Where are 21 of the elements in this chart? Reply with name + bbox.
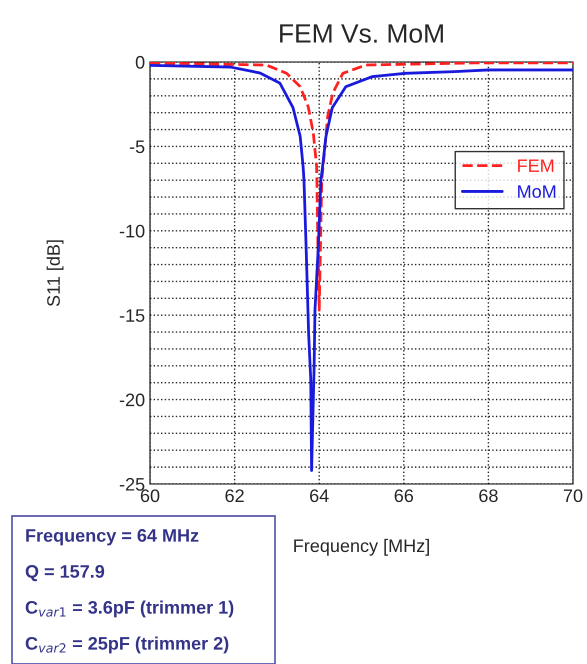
chart-title: FEM Vs. MoM xyxy=(280,24,443,43)
x-axis-title: Frequency [MHz] xyxy=(294,538,429,556)
x-tick-label: 70 xyxy=(564,489,582,502)
x-tick-label: 64 xyxy=(310,489,329,502)
legend-label: FEM xyxy=(518,159,554,172)
y-tick-label: -20 xyxy=(120,394,144,406)
y-tick-label: -5 xyxy=(130,140,144,154)
y-axis-title: S11 [dB] xyxy=(46,240,64,306)
text: C$_{var2}$ = 25pF (trimmer 2) xyxy=(26,636,228,654)
text: C$_{var1}$ = 3.6pF (trimmer 1) xyxy=(26,600,234,618)
y-tick-label: -15 xyxy=(120,309,144,322)
y-tick-label: -10 xyxy=(120,224,144,238)
text: Q = 157.9 xyxy=(26,565,104,582)
y-tick-label: -25 xyxy=(120,478,144,491)
legend-label: MoM xyxy=(518,185,556,198)
x-tick-label: 68 xyxy=(479,489,498,502)
x-tick-label: 60 xyxy=(140,489,160,502)
text: Frequency = 64 MHz xyxy=(26,529,198,546)
y-tick-label: 0 xyxy=(136,56,144,69)
x-tick-label: 66 xyxy=(394,489,414,502)
x-tick-label: 62 xyxy=(225,489,244,502)
